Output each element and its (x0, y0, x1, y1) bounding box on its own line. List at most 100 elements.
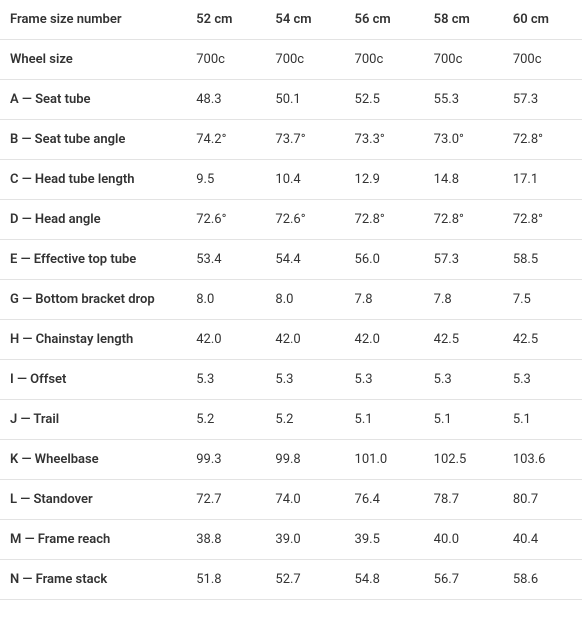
column-header: 60 cm (503, 0, 582, 40)
table-row: L — Standover72.774.076.478.780.7 (0, 480, 582, 520)
cell-value: 72.8° (503, 120, 582, 160)
cell-value: 50.1 (265, 80, 344, 120)
cell-value: 5.2 (265, 400, 344, 440)
cell-value: 56.7 (424, 560, 503, 600)
cell-value: 39.0 (265, 520, 344, 560)
cell-value: 52.7 (265, 560, 344, 600)
column-header: 54 cm (265, 0, 344, 40)
cell-value: 42.0 (186, 320, 265, 360)
cell-value: 76.4 (345, 480, 424, 520)
row-label: A — Seat tube (0, 80, 186, 120)
cell-value: 5.3 (265, 360, 344, 400)
cell-value: 38.8 (186, 520, 265, 560)
cell-value: 72.8° (503, 200, 582, 240)
cell-value: 57.3 (503, 80, 582, 120)
table-row: J — Trail5.25.25.15.15.1 (0, 400, 582, 440)
cell-value: 73.3° (345, 120, 424, 160)
cell-value: 72.8° (345, 200, 424, 240)
cell-value: 5.1 (345, 400, 424, 440)
cell-value: 5.1 (424, 400, 503, 440)
table-row: G — Bottom bracket drop8.08.07.87.87.5 (0, 280, 582, 320)
table-row: K — Wheelbase99.399.8101.0102.5103.6 (0, 440, 582, 480)
table-row: H — Chainstay length42.042.042.042.542.5 (0, 320, 582, 360)
cell-value: 74.0 (265, 480, 344, 520)
table-row: C — Head tube length9.510.412.914.817.1 (0, 160, 582, 200)
row-header-label: Frame size number (0, 0, 186, 40)
column-header: 52 cm (186, 0, 265, 40)
cell-value: 7.5 (503, 280, 582, 320)
cell-value: 72.7 (186, 480, 265, 520)
table-row: Wheel size700c700c700c700c700c (0, 40, 582, 80)
cell-value: 7.8 (424, 280, 503, 320)
cell-value: 5.3 (345, 360, 424, 400)
cell-value: 42.5 (424, 320, 503, 360)
cell-value: 40.4 (503, 520, 582, 560)
table-row: E — Effective top tube53.454.456.057.358… (0, 240, 582, 280)
cell-value: 51.8 (186, 560, 265, 600)
row-label: I — Offset (0, 360, 186, 400)
row-label: B — Seat tube angle (0, 120, 186, 160)
row-label: H — Chainstay length (0, 320, 186, 360)
cell-value: 72.6° (186, 200, 265, 240)
cell-value: 58.5 (503, 240, 582, 280)
cell-value: 42.5 (503, 320, 582, 360)
cell-value: 700c (424, 40, 503, 80)
cell-value: 700c (265, 40, 344, 80)
row-label: G — Bottom bracket drop (0, 280, 186, 320)
row-label: N — Frame stack (0, 560, 186, 600)
cell-value: 5.3 (186, 360, 265, 400)
cell-value: 8.0 (265, 280, 344, 320)
cell-value: 40.0 (424, 520, 503, 560)
cell-value: 5.3 (424, 360, 503, 400)
cell-value: 72.6° (265, 200, 344, 240)
table-row: B — Seat tube angle74.2°73.7°73.3°73.0°7… (0, 120, 582, 160)
table-row: I — Offset5.35.35.35.35.3 (0, 360, 582, 400)
cell-value: 52.5 (345, 80, 424, 120)
row-label: L — Standover (0, 480, 186, 520)
cell-value: 54.4 (265, 240, 344, 280)
row-label: M — Frame reach (0, 520, 186, 560)
cell-value: 17.1 (503, 160, 582, 200)
cell-value: 5.2 (186, 400, 265, 440)
table-header: Frame size number 52 cm 54 cm 56 cm 58 c… (0, 0, 582, 40)
cell-value: 73.7° (265, 120, 344, 160)
row-label: D — Head angle (0, 200, 186, 240)
row-label: J — Trail (0, 400, 186, 440)
cell-value: 5.3 (503, 360, 582, 400)
cell-value: 78.7 (424, 480, 503, 520)
cell-value: 53.4 (186, 240, 265, 280)
cell-value: 54.8 (345, 560, 424, 600)
table-row: M — Frame reach38.839.039.540.040.4 (0, 520, 582, 560)
row-label: E — Effective top tube (0, 240, 186, 280)
cell-value: 5.1 (503, 400, 582, 440)
cell-value: 48.3 (186, 80, 265, 120)
cell-value: 55.3 (424, 80, 503, 120)
cell-value: 10.4 (265, 160, 344, 200)
row-label: K — Wheelbase (0, 440, 186, 480)
row-label: Wheel size (0, 40, 186, 80)
table-row: N — Frame stack51.852.754.856.758.6 (0, 560, 582, 600)
table-row: D — Head angle72.6°72.6°72.8°72.8°72.8° (0, 200, 582, 240)
cell-value: 42.0 (265, 320, 344, 360)
row-label: C — Head tube length (0, 160, 186, 200)
table-row: A — Seat tube48.350.152.555.357.3 (0, 80, 582, 120)
cell-value: 56.0 (345, 240, 424, 280)
cell-value: 700c (186, 40, 265, 80)
cell-value: 103.6 (503, 440, 582, 480)
column-header: 56 cm (345, 0, 424, 40)
cell-value: 102.5 (424, 440, 503, 480)
cell-value: 74.2° (186, 120, 265, 160)
cell-value: 8.0 (186, 280, 265, 320)
cell-value: 39.5 (345, 520, 424, 560)
cell-value: 80.7 (503, 480, 582, 520)
cell-value: 99.8 (265, 440, 344, 480)
table-body: Wheel size700c700c700c700c700cA — Seat t… (0, 40, 582, 600)
cell-value: 72.8° (424, 200, 503, 240)
cell-value: 57.3 (424, 240, 503, 280)
cell-value: 7.8 (345, 280, 424, 320)
cell-value: 101.0 (345, 440, 424, 480)
cell-value: 58.6 (503, 560, 582, 600)
geometry-table: Frame size number 52 cm 54 cm 56 cm 58 c… (0, 0, 582, 600)
cell-value: 700c (503, 40, 582, 80)
cell-value: 14.8 (424, 160, 503, 200)
